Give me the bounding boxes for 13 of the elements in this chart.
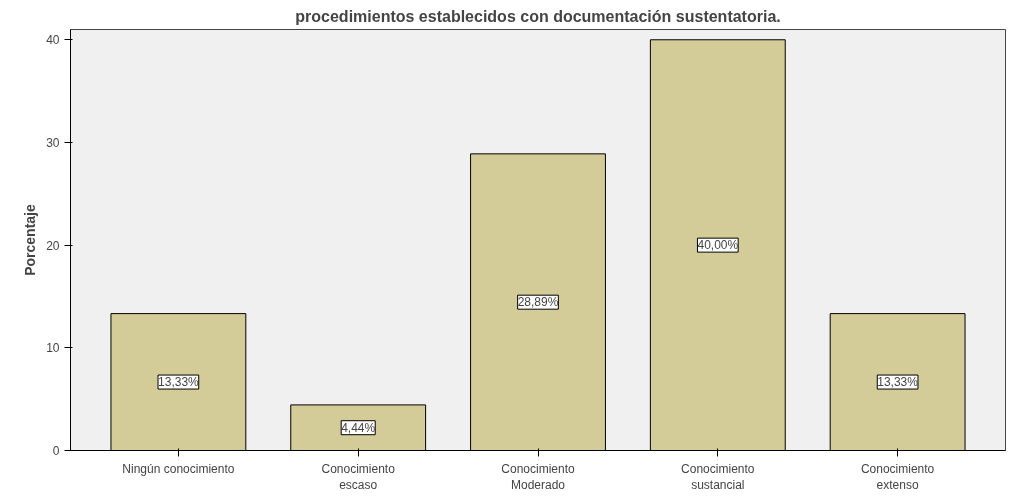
y-tick-label: 30 <box>46 135 60 150</box>
y-tick-label: 40 <box>46 33 60 48</box>
y-axis-title: Porcentaje <box>22 203 39 276</box>
y-tick-label: 10 <box>46 341 60 356</box>
y-tick-label: 0 <box>52 444 60 458</box>
chart-title: procedimientos establecidos con documentación sustentatoria. <box>295 7 781 25</box>
x-tick-label: Ningún conocimiento <box>122 461 235 476</box>
x-tick-label: Conocimiento escaso <box>321 461 396 493</box>
x-tick-label: Conocimiento Moderado <box>501 461 576 493</box>
x-tick-label: Conocimiento sustancial <box>681 461 755 493</box>
data-label: 28,89% <box>517 295 559 310</box>
y-tick-label: 20 <box>46 238 60 253</box>
x-tick-label: Conocimiento extenso <box>860 461 935 493</box>
